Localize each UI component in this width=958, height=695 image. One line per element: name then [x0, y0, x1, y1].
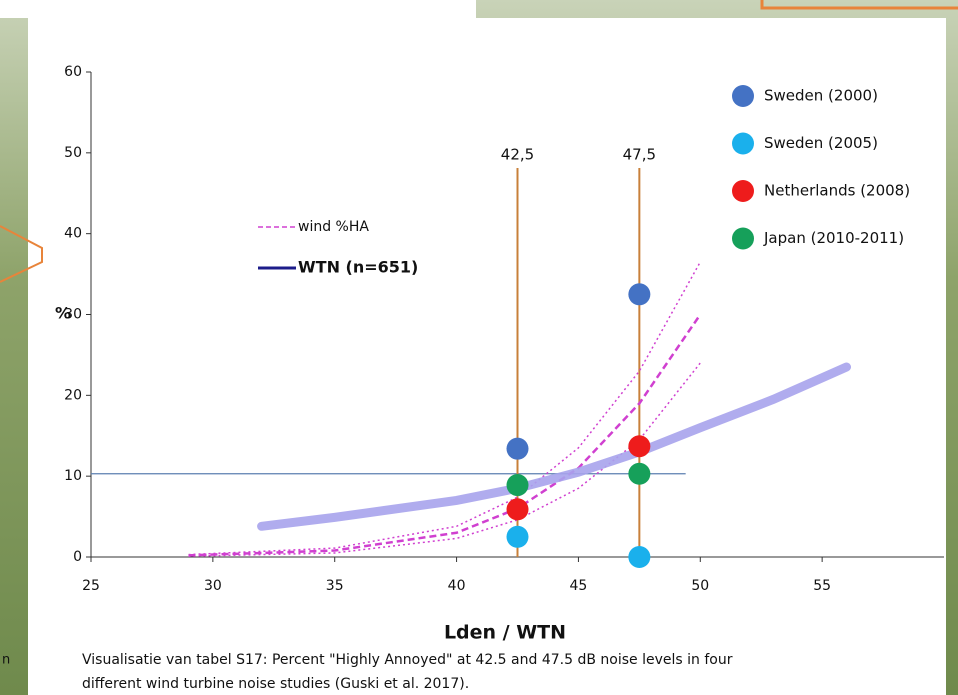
side-text: n: [2, 653, 10, 668]
point: [628, 435, 651, 458]
curve-bound: [188, 261, 701, 556]
legend-swatch: [732, 132, 754, 155]
caption: different wind turbine noise studies (Gu…: [82, 676, 469, 692]
x-tick-label: 25: [82, 578, 100, 594]
y-tick-label: 0: [73, 549, 82, 565]
x-tick-label: 40: [448, 578, 466, 594]
panel-top: [0, 0, 476, 18]
reference-label: 47,5: [623, 146, 656, 164]
orange-frame: [760, 0, 958, 10]
point: [506, 474, 529, 497]
reference-label: 42,5: [501, 146, 534, 164]
legend-swatch: [732, 85, 754, 107]
panel: [28, 18, 946, 695]
orange-frame: [0, 225, 43, 283]
x-tick-label: 55: [813, 578, 831, 594]
y-tick-label: 50: [64, 145, 82, 161]
point: [628, 283, 651, 306]
x-tick-label: 45: [570, 578, 588, 594]
x-tick-label: 35: [326, 578, 344, 594]
y-tick-label: 20: [64, 387, 82, 403]
legend-label: Japan (2010-2011): [763, 229, 904, 247]
point: [506, 437, 529, 460]
point: [628, 462, 651, 485]
point: [628, 546, 651, 568]
legend-swatch: [732, 180, 754, 202]
legend-label: wind %HA: [298, 219, 369, 235]
legend-label: Netherlands (2008): [764, 182, 910, 200]
y-tick-label: 60: [64, 64, 82, 80]
point: [506, 498, 529, 521]
curve-bound: [188, 362, 701, 557]
legend-label: WTN (n=651): [298, 258, 418, 277]
curve: [257, 362, 852, 531]
x-tick-label: 50: [691, 578, 709, 594]
y-axis-label: %: [55, 304, 71, 323]
caption: Visualisatie van tabel S17: Percent "Hig…: [82, 652, 733, 668]
y-tick-label: 30: [64, 307, 82, 323]
legend-swatch: [732, 227, 754, 250]
y-tick-label: 10: [64, 468, 82, 484]
x-axis-label: Lden / WTN: [444, 622, 566, 644]
x-tick-label: 30: [204, 578, 222, 594]
legend-label: Sweden (2000): [764, 87, 878, 105]
legend-label: Sweden (2005): [764, 134, 878, 152]
point: [506, 525, 529, 548]
y-tick-label: 40: [64, 226, 82, 242]
